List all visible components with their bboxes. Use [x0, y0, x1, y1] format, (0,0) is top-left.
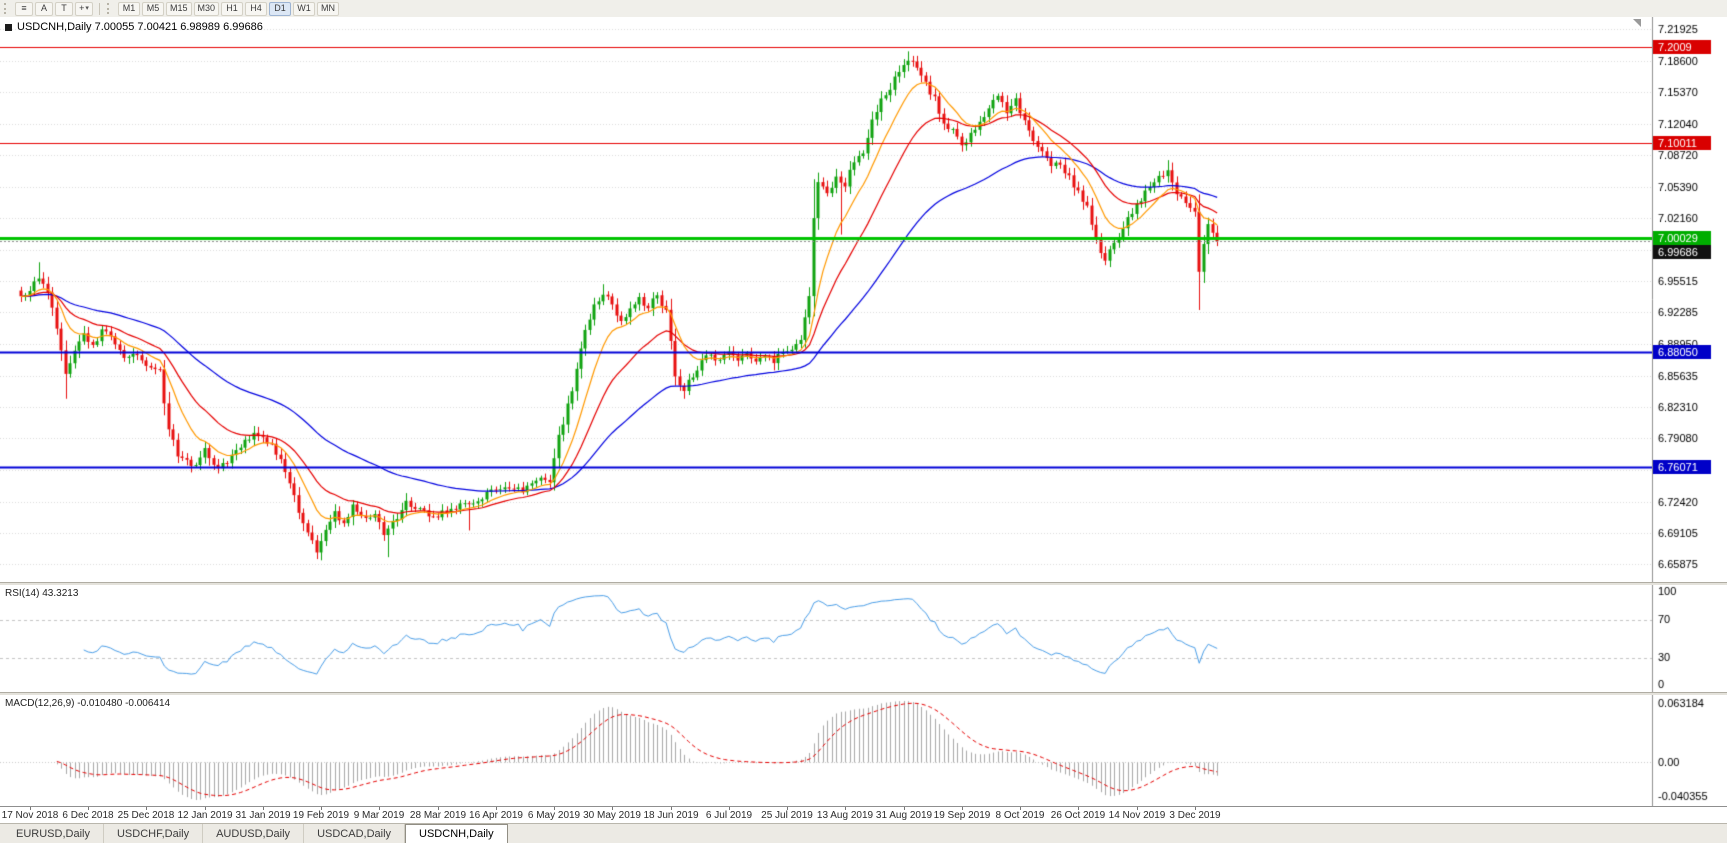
toolbar-grip[interactable]	[4, 3, 10, 14]
dropdown-caret-icon: ▾	[85, 5, 89, 12]
timeframe-button-m1[interactable]: M1	[118, 1, 140, 16]
rsi-label: RSI(14) 43.3213	[5, 588, 79, 599]
toolbar-separator	[99, 2, 100, 15]
time-axis-tick	[845, 807, 846, 810]
chart-tab-usdcnh[interactable]: USDCNH,Daily	[405, 824, 508, 843]
time-axis-label: 6 Jul 2019	[705, 810, 753, 821]
time-axis-tick	[671, 807, 672, 810]
time-axis-tick	[30, 807, 31, 810]
time-axis-label: 17 Nov 2018	[1, 810, 59, 821]
time-axis-label: 19 Feb 2019	[292, 810, 350, 821]
time-axis-label: 3 Dec 2019	[1169, 810, 1221, 821]
time-axis-tick	[1078, 807, 1079, 810]
panel-splitter-macd[interactable]	[0, 692, 1727, 696]
time-axis-tick	[612, 807, 613, 810]
time-axis-tick	[1195, 807, 1196, 810]
time-axis-label: 6 May 2019	[527, 810, 581, 821]
time-axis-label: 19 Sep 2019	[933, 810, 991, 821]
time-axis-label: 14 Nov 2019	[1108, 810, 1166, 821]
time-axis-tick	[496, 807, 497, 810]
time-axis-tick	[1020, 807, 1021, 810]
rsi-indicator-canvas[interactable]	[0, 585, 1727, 692]
time-axis-label: 13 Aug 2019	[816, 810, 874, 821]
timeframe-button-w1[interactable]: W1	[293, 1, 316, 16]
time-axis-tick	[321, 807, 322, 810]
time-axis-tick	[904, 807, 905, 810]
chart-title: USDCNH,Daily 7.00055 7.00421 6.98989 6.9…	[5, 21, 263, 33]
chart-title-text: USDCNH,Daily 7.00055 7.00421 6.98989 6.9…	[17, 21, 263, 33]
toolbar: ≡ A T + ▾ M1 M5 M15 M30 H1 H4 D1 W1 MN	[0, 0, 1727, 18]
time-axis-label: 16 Apr 2019	[469, 810, 523, 821]
time-axis-label: 9 Mar 2019	[353, 810, 405, 821]
time-axis-label: 18 Jun 2019	[643, 810, 699, 821]
chart-tab-usdchf[interactable]: USDCHF,Daily	[104, 824, 204, 843]
chart-shift-marker[interactable]	[1633, 19, 1641, 27]
tick-list-icon[interactable]: ≡	[15, 1, 33, 16]
symbol-marker-icon	[5, 23, 12, 31]
timeframe-button-m5[interactable]: M5	[142, 1, 164, 16]
timeframe-button-m30[interactable]: M30	[193, 1, 220, 16]
macd-label: MACD(12,26,9) -0.010480 -0.006414	[5, 698, 171, 709]
timeframe-button-mn[interactable]: MN	[317, 1, 340, 16]
time-axis-tick	[729, 807, 730, 810]
chart-tab-usdcad[interactable]: USDCAD,Daily	[304, 824, 406, 843]
price-chart-canvas[interactable]	[0, 17, 1727, 582]
toolbar-grip-2[interactable]	[107, 3, 113, 14]
time-axis-label: 12 Jan 2019	[177, 810, 233, 821]
chart-tab-eurusd[interactable]: EURUSD,Daily	[3, 824, 104, 843]
text-label-tool-icon[interactable]: T	[55, 1, 73, 16]
time-axis-tick	[554, 807, 555, 810]
timeframe-button-m15[interactable]: M15	[166, 1, 192, 16]
time-axis-tick	[146, 807, 147, 810]
crosshair-tool-icon[interactable]: + ▾	[75, 1, 93, 16]
time-axis-tick	[962, 807, 963, 810]
time-axis-tick	[88, 807, 89, 810]
chart-tab-bar: EURUSD,Daily USDCHF,Daily AUDUSD,Daily U…	[0, 823, 1727, 843]
time-axis-label: 28 Mar 2019	[409, 810, 467, 821]
time-axis[interactable]: 17 Nov 2018 6 Dec 2018 25 Dec 2018 12 Jan 2…	[0, 806, 1727, 824]
time-axis-label: 30 May 2019	[583, 810, 641, 821]
time-axis-tick	[787, 807, 788, 810]
chart-tab-audusd[interactable]: AUDUSD,Daily	[203, 824, 305, 843]
time-axis-label: 8 Oct 2019	[995, 810, 1045, 821]
time-axis-label: 25 Dec 2018	[117, 810, 175, 821]
time-axis-label: 25 Jul 2019	[761, 810, 813, 821]
time-axis-tick	[263, 807, 264, 810]
panel-splitter-rsi[interactable]	[0, 582, 1727, 586]
time-axis-label: 31 Jan 2019	[235, 810, 291, 821]
font-tool-icon[interactable]: A	[35, 1, 53, 16]
time-axis-tick	[205, 807, 206, 810]
time-axis-label: 6 Dec 2018	[62, 810, 114, 821]
crosshair-glyph: +	[79, 3, 85, 13]
timeframe-button-h4[interactable]: H4	[245, 1, 268, 16]
time-axis-label: 31 Aug 2019	[875, 810, 933, 821]
time-axis-tick	[1137, 807, 1138, 810]
timeframe-button-h1[interactable]: H1	[221, 1, 244, 16]
time-axis-label: 26 Oct 2019	[1050, 810, 1106, 821]
macd-indicator-canvas[interactable]	[0, 695, 1727, 806]
timeframe-button-d1[interactable]: D1	[269, 1, 292, 16]
time-axis-tick	[379, 807, 380, 810]
time-axis-tick	[438, 807, 439, 810]
